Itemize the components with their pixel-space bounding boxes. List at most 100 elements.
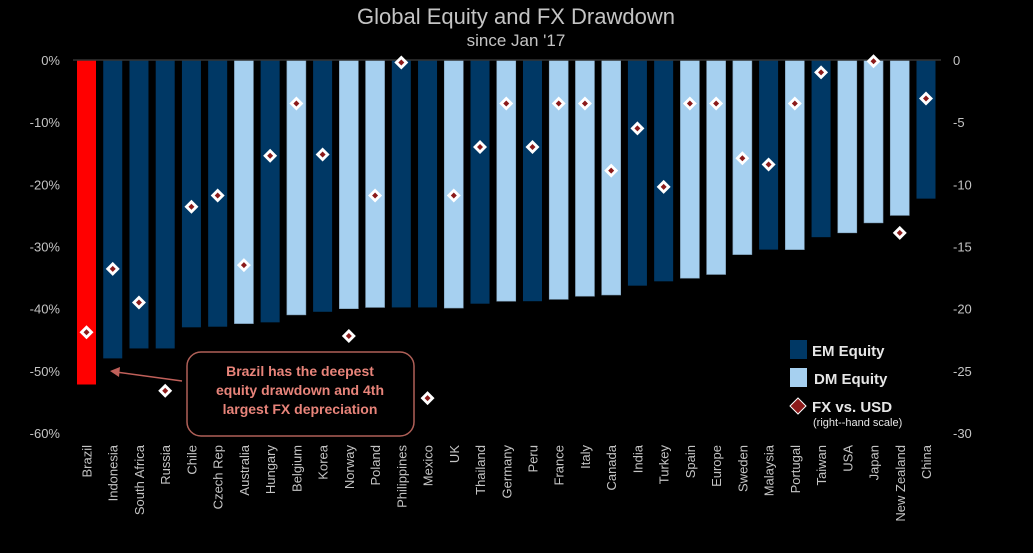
chart-title: Global Equity and FX Drawdown [357, 4, 675, 29]
y2-tick-label: -25 [953, 364, 972, 379]
fx-marker-core [214, 192, 221, 199]
bar-korea [313, 60, 333, 312]
y2-tick-label: 0 [953, 53, 960, 68]
annotation-line-3: largest FX depreciation [223, 401, 378, 417]
fx-marker-core [503, 100, 510, 107]
legend-swatch-fx [789, 397, 807, 415]
y-axis-right: 0 -5 -10 -15 -20 -25 -30 [953, 53, 972, 441]
y-axis-left: 0% -10% -20% -30% -40% -50% -60% [30, 53, 61, 441]
y-tick-label: -30% [30, 240, 61, 255]
fx-marker-core [713, 100, 720, 107]
legend-label-em: EM Equity [812, 343, 885, 360]
fx-marker-core [162, 387, 169, 394]
bar-philippines [391, 60, 411, 308]
bar-france [548, 59, 569, 300]
x-tick-label: France [552, 445, 567, 485]
bar-turkey [654, 60, 674, 282]
x-tick-label: Chile [184, 445, 199, 475]
x-tick-label: Italy [578, 445, 593, 469]
bar-russia [155, 60, 175, 349]
fx-marker-core [109, 265, 116, 272]
y-tick-label: -40% [30, 302, 61, 317]
x-tick-label: UK [447, 445, 462, 463]
bar-japan [863, 59, 884, 224]
x-tick-label: Thailand [473, 445, 488, 495]
x-tick-label: Sweden [735, 445, 750, 492]
x-tick-label: Europe [709, 445, 724, 487]
bar-new-zealand [889, 59, 910, 216]
bar-europe [706, 59, 726, 275]
annotation-box [186, 351, 415, 437]
bars [77, 59, 936, 385]
bar-chile [181, 60, 201, 328]
x-tick-label: India [630, 444, 645, 473]
bar-portugal [785, 59, 805, 250]
x-tick-label: Indonesia [106, 444, 121, 501]
y2-tick-label: -5 [953, 115, 965, 130]
x-tick-label: Brazil [80, 445, 95, 478]
bar-thailand [470, 60, 490, 304]
y2-tick-label: -20 [953, 302, 972, 317]
x-tick-label: Poland [368, 445, 383, 485]
fx-marker-core [686, 100, 693, 107]
fx-marker-core [345, 333, 352, 340]
fx-marker-core [608, 167, 615, 174]
x-tick-label: Norway [342, 445, 357, 490]
bar-germany [496, 59, 517, 302]
bar-usa [837, 59, 858, 234]
bar-india [627, 60, 647, 286]
fx-marker-core [739, 155, 746, 162]
y2-tick-label: -15 [953, 240, 972, 255]
y-tick-label: -60% [30, 426, 61, 441]
fx-marker-core [372, 192, 379, 199]
x-tick-label: Turkey [657, 445, 672, 485]
fx-marker-core [450, 192, 457, 199]
fx-marker-core [477, 144, 484, 151]
annotation-arrowhead [110, 367, 120, 377]
x-tick-label: Portugal [788, 445, 803, 494]
x-tick-label: China [919, 444, 934, 479]
legend-swatch-dm [790, 368, 807, 387]
fx-markers [79, 54, 933, 406]
legend-label-fx: FX vs. USD [812, 399, 892, 416]
x-tick-label: Japan [867, 445, 882, 480]
fx-marker-core [83, 329, 90, 336]
x-tick-label: Korea [316, 444, 331, 479]
bar-poland [365, 59, 385, 308]
bar-italy [575, 59, 595, 297]
x-tick-label: Russia [158, 444, 173, 485]
x-axis-labels: Brazil Indonesia South Africa Russia Chile Cz… [80, 444, 935, 521]
x-tick-label: Malaysia [762, 444, 777, 496]
x-tick-label: Spain [683, 445, 698, 478]
x-tick-label: Taiwan [814, 445, 829, 485]
legend-label-dm: DM Equity [814, 371, 888, 388]
annotation-arrow [115, 371, 183, 382]
x-tick-label: South Africa [132, 444, 147, 515]
bar-australia [234, 59, 254, 324]
y-tick-label: 0% [41, 53, 60, 68]
chart-subtitle: since Jan '17 [467, 31, 566, 50]
x-tick-label: Canada [604, 444, 619, 490]
x-tick-label: Hungary [263, 445, 278, 495]
bar-malaysia [759, 60, 779, 250]
x-tick-label: Mexico [421, 445, 436, 486]
fx-marker-core [398, 59, 405, 66]
fx-marker-core [870, 58, 877, 65]
x-tick-label: Philippines [394, 445, 409, 508]
bar-uk [443, 59, 464, 309]
bar-china [916, 60, 936, 199]
fx-marker-core [923, 95, 929, 102]
fx-marker-core [240, 262, 247, 269]
legend: EM Equity DM Equity FX vs. USD (right--h… [789, 340, 902, 429]
x-tick-label: Australia [237, 444, 252, 495]
bar-south-africa [129, 60, 149, 349]
bar-hungary [260, 60, 280, 323]
fx-marker-core [634, 125, 641, 132]
fx-marker-core [791, 100, 798, 107]
fx-marker-core [896, 229, 903, 236]
x-tick-label: Belgium [289, 445, 304, 492]
fx-marker-core [267, 152, 274, 159]
fx-marker-core [660, 183, 667, 190]
y2-tick-label: -10 [953, 177, 972, 192]
y-tick-label: -50% [30, 364, 61, 379]
